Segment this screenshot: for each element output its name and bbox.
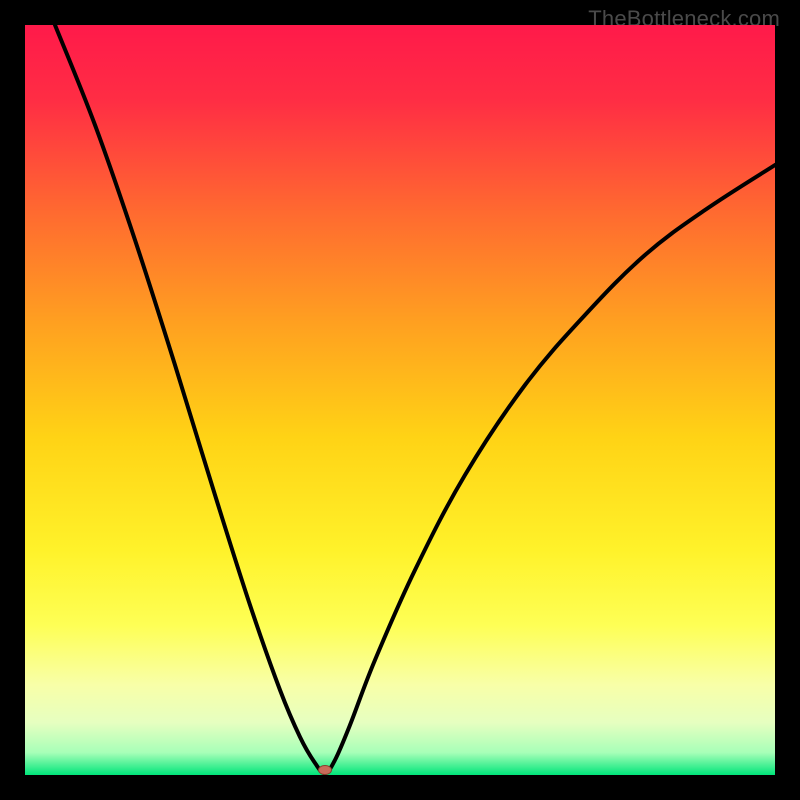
curve-line — [25, 25, 775, 775]
plot-area — [25, 25, 775, 775]
chart-frame: TheBottleneck.com — [0, 0, 800, 800]
minimum-marker — [318, 765, 332, 775]
